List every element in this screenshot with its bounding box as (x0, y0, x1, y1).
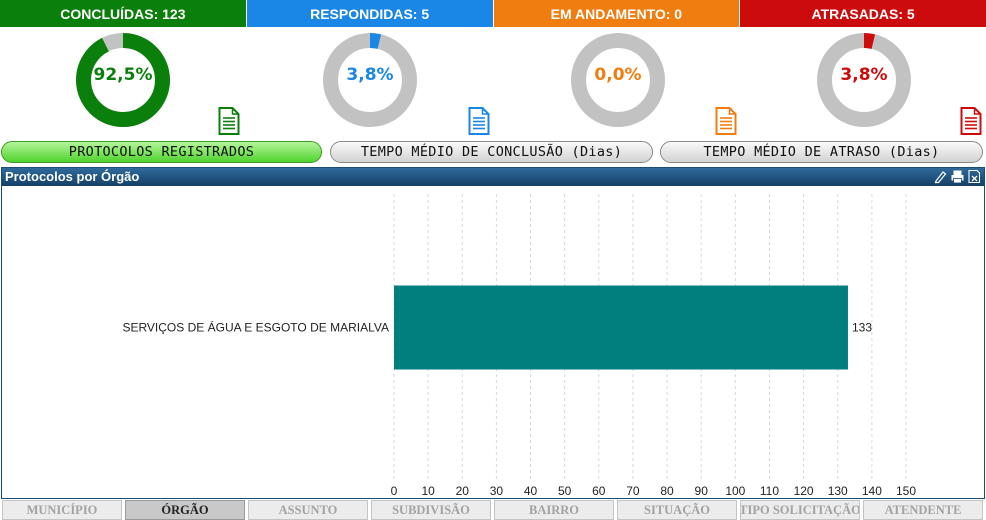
donut-arc (323, 33, 417, 127)
donut-in-progress (571, 33, 665, 127)
edit-icon[interactable] (933, 169, 948, 184)
x-tick-label: 150 (896, 484, 916, 498)
status-in-progress[interactable]: EM ANDAMENTO: 0 (493, 0, 741, 27)
panel-tools (933, 169, 982, 185)
donut-panel-in-progress: 0,0% (496, 27, 742, 139)
panel-title: Protocolos por Órgão (5, 169, 140, 184)
x-tick-label: 120 (794, 484, 814, 498)
document-orange-icon[interactable] (715, 107, 737, 135)
donut-answered-percent: 3,8% (346, 65, 394, 85)
document-red-icon[interactable] (960, 107, 982, 135)
donut-in-progress-percent: 0,0% (594, 65, 642, 85)
x-tick-label: 50 (558, 484, 572, 498)
status-answered[interactable]: RESPONDIDAS: 5 (246, 0, 494, 27)
donut-panel-answered: 3,8% (247, 27, 493, 139)
panel-header: Protocolos por Órgão (2, 168, 984, 186)
x-tick-label: 130 (828, 484, 848, 498)
donut-track (571, 33, 665, 127)
donut-concluded (76, 33, 170, 127)
protocols-registered-button[interactable]: PROTOCOLOS REGISTRADOS (1, 141, 322, 163)
tab-assunto[interactable]: ASSUNTO (248, 500, 368, 520)
tab-atendente[interactable]: ATENDENTE (863, 500, 983, 520)
donut-delayed-percent: 3,8% (840, 65, 888, 85)
status-bar: CONCLUÍDAS: 123 RESPONDIDAS: 5 EM ANDAME… (0, 0, 986, 27)
donut-panel-delayed: 3,8% (743, 27, 986, 139)
tab-situacao[interactable]: SITUAÇÃO (617, 500, 737, 520)
x-tick-label: 60 (592, 484, 606, 498)
data-label: 133 (852, 321, 872, 335)
tab-subdivisao[interactable]: SUBDIVISÃO (371, 500, 491, 520)
document-blue-icon[interactable] (468, 107, 490, 135)
tab-orgao[interactable]: ÓRGÃO (125, 500, 245, 520)
bar[interactable] (394, 285, 848, 370)
x-tick-label: 30 (490, 484, 504, 498)
tab-municipio[interactable]: MUNICÍPIO (2, 500, 122, 520)
bar-chart: 0 10 20 30 40 50 60 70 80 90 100 110 120 130 140 150 SER… (122, 194, 916, 498)
print-icon[interactable] (950, 169, 965, 184)
avg-delay-time-button[interactable]: TEMPO MÉDIO DE ATRASO (Dias) (660, 141, 983, 163)
donut-panel-concluded: 92,5% (0, 27, 246, 139)
status-delayed[interactable]: ATRASADAS: 5 (740, 0, 986, 27)
grouping-tabs: MUNICÍPIO ÓRGÃO ASSUNTO SUBDIVISÃO BAIRRO SIT… (0, 500, 986, 520)
x-tick-label: 80 (660, 484, 674, 498)
x-tick-label: 100 (725, 484, 745, 498)
x-tick-label: 20 (456, 484, 470, 498)
x-tick-label: 140 (862, 484, 882, 498)
donut-delayed (817, 33, 911, 127)
x-tick-label: 40 (524, 484, 538, 498)
donut-answered (323, 33, 417, 127)
donut-arc (817, 33, 911, 127)
category-label: SERVIÇOS DE ÁGUA E ESGOTO DE MARIALVA (122, 320, 389, 335)
donut-arc (76, 33, 170, 127)
metric-selector: PROTOCOLOS REGISTRADOS TEMPO MÉDIO DE CO… (0, 141, 986, 165)
donut-concluded-percent: 92,5% (93, 65, 153, 85)
donut-row: 92,5% 3,8% 0,0% 3,8% (0, 27, 986, 139)
x-tick-label: 90 (695, 484, 709, 498)
tab-bairro[interactable]: BAIRRO (494, 500, 614, 520)
export-icon[interactable] (967, 169, 982, 184)
document-green-icon[interactable] (218, 107, 240, 135)
x-tick-label: 110 (760, 484, 779, 498)
status-concluded[interactable]: CONCLUÍDAS: 123 (0, 0, 247, 27)
chart-panel: Protocolos por Órgão 0 10 20 30 40 50 60 70 80 90… (1, 167, 985, 499)
avg-conclusion-time-button[interactable]: TEMPO MÉDIO DE CONCLUSÃO (Dias) (330, 141, 653, 163)
x-tick-label: 10 (421, 484, 435, 498)
x-tick-label: 0 (391, 484, 398, 498)
x-tick-label: 70 (626, 484, 640, 498)
tab-tipo-solicitacao[interactable]: TIPO SOLICITAÇÃO (740, 500, 860, 520)
